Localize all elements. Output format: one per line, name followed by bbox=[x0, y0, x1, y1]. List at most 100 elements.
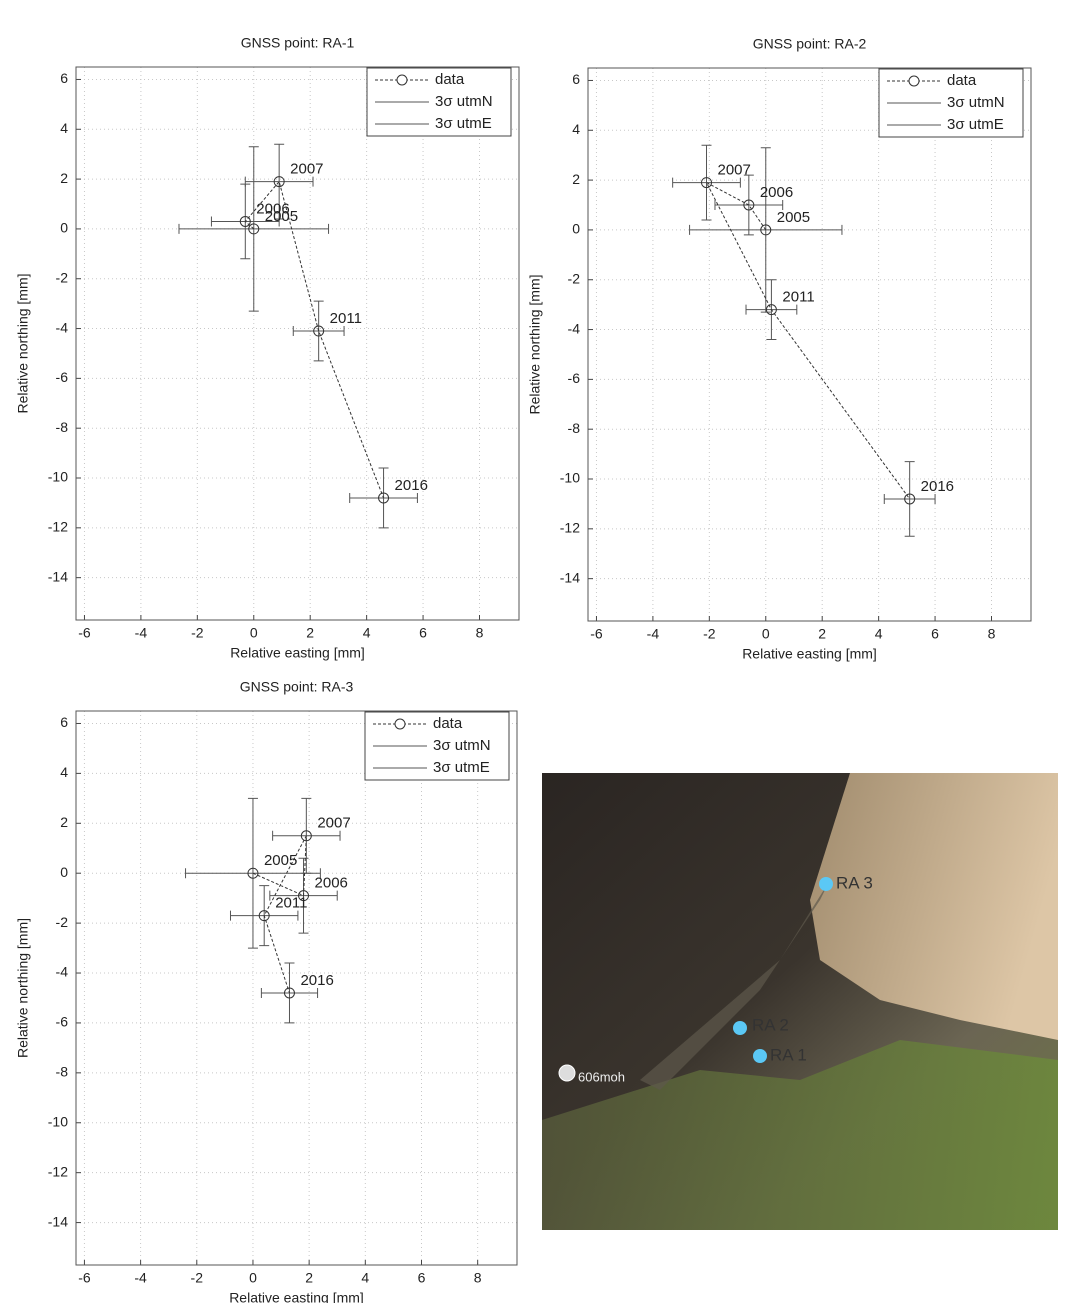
data-point bbox=[283, 987, 295, 999]
y-tick-label: -10 bbox=[48, 1113, 68, 1129]
x-tick-label: 6 bbox=[419, 625, 427, 641]
data-point bbox=[258, 910, 270, 922]
y-tick-label: -14 bbox=[48, 1213, 68, 1229]
y-tick-label: 2 bbox=[572, 171, 580, 187]
data-line bbox=[244, 180, 385, 499]
map-label: RA 1 bbox=[770, 1045, 807, 1064]
ridge bbox=[640, 840, 850, 1090]
data-point bbox=[378, 492, 390, 504]
point-label: 2007 bbox=[290, 161, 323, 178]
x-tick-label: -2 bbox=[703, 626, 716, 642]
plot-frame bbox=[587, 67, 1032, 622]
point-label: 2005 bbox=[265, 208, 298, 225]
point-label: 2005 bbox=[264, 852, 297, 869]
y-tick-label: 2 bbox=[60, 814, 68, 830]
x-tick-label: 4 bbox=[361, 1270, 369, 1286]
chart: -6 -4 -2 0 2 4 6 8 -14 -12 -10 -8 -6 -4 -2 0 2 4 6 GNSS poi… bbox=[15, 679, 518, 1303]
grass-area bbox=[542, 1040, 1058, 1230]
point-label: 2016 bbox=[300, 972, 333, 989]
y-tick-label: -2 bbox=[56, 914, 69, 930]
x-tick-label: 2 bbox=[818, 626, 826, 642]
point-label: 2007 bbox=[317, 815, 350, 832]
x-tick-label: 6 bbox=[931, 626, 939, 642]
plot-area bbox=[76, 711, 517, 1265]
y-tick-label: -8 bbox=[56, 419, 69, 435]
y-tick-label: -4 bbox=[56, 964, 69, 980]
data-point bbox=[239, 215, 251, 227]
y-tick-label: 4 bbox=[60, 764, 68, 780]
data-point bbox=[300, 830, 312, 842]
point-label: 2011 bbox=[275, 895, 307, 912]
legend-label: data bbox=[435, 71, 465, 88]
x-tick-label: 0 bbox=[250, 625, 258, 641]
aerial-map: RA 3 RA 2 RA 1 606moh bbox=[542, 773, 1058, 1230]
point-label: 2006 bbox=[315, 875, 348, 892]
x-tick-label: -6 bbox=[78, 1270, 91, 1286]
summit-marker bbox=[558, 1064, 576, 1082]
point-marker bbox=[733, 1021, 747, 1035]
plot-frame bbox=[75, 710, 518, 1266]
point-label: 2011 bbox=[782, 289, 814, 306]
x-tick-label: -6 bbox=[78, 625, 91, 641]
y-tick-label: 0 bbox=[60, 220, 68, 236]
chart-title: GNSS point: RA-1 bbox=[241, 35, 355, 51]
error-bar-x bbox=[672, 177, 741, 188]
data-point bbox=[904, 493, 916, 505]
point-marker bbox=[753, 1049, 767, 1063]
x-tick-label: 2 bbox=[305, 1270, 313, 1286]
data-point bbox=[273, 176, 285, 188]
x-tick-label: 8 bbox=[476, 625, 484, 641]
x-axis-label: Relative easting [mm] bbox=[230, 645, 365, 661]
plot-frame bbox=[75, 66, 520, 621]
y-tick-label: -2 bbox=[568, 270, 581, 286]
data-point bbox=[298, 890, 310, 902]
x-tick-label: 8 bbox=[474, 1270, 482, 1286]
data-point bbox=[701, 177, 713, 189]
point-label: 2006 bbox=[760, 184, 793, 201]
x-tick-label: 4 bbox=[363, 625, 371, 641]
x-tick-label: -2 bbox=[191, 625, 204, 641]
y-tick-label: -10 bbox=[560, 470, 580, 486]
error-bar-x bbox=[244, 176, 314, 187]
data-line bbox=[705, 181, 911, 500]
legend-label: data bbox=[433, 715, 463, 732]
x-tick-label: -4 bbox=[134, 1270, 147, 1286]
x-tick-label: -4 bbox=[135, 625, 148, 641]
y-axis-label: Relative northing [mm] bbox=[527, 274, 543, 414]
data-line bbox=[252, 835, 307, 994]
chart-title: GNSS point: RA-2 bbox=[753, 36, 867, 52]
legend-label: 3σ utmE bbox=[947, 116, 1004, 133]
point-label: 2011 bbox=[330, 310, 362, 327]
map-label: 606moh bbox=[578, 1069, 625, 1084]
data-point bbox=[247, 867, 259, 879]
legend-label: 3σ utmN bbox=[433, 737, 491, 754]
legend-marker bbox=[908, 75, 920, 87]
y-tick-label: -12 bbox=[48, 1163, 68, 1179]
y-tick-label: 0 bbox=[572, 221, 580, 237]
point-marker bbox=[819, 877, 833, 891]
chart: -6 -4 -2 0 2 4 6 8 -14 -12 -10 -8 -6 -4 -2 0 2 4 6 GNSS poi… bbox=[15, 35, 520, 661]
y-tick-label: -14 bbox=[560, 569, 580, 585]
data-point bbox=[313, 325, 325, 337]
chart-title: GNSS point: RA-3 bbox=[240, 679, 354, 695]
data-point bbox=[765, 304, 777, 316]
y-tick-label: -4 bbox=[56, 319, 69, 335]
x-tick-label: 4 bbox=[875, 626, 883, 642]
y-tick-label: 6 bbox=[572, 71, 580, 87]
x-tick-label: -2 bbox=[191, 1270, 204, 1286]
point-label: 2016 bbox=[395, 477, 428, 494]
y-tick-label: 2 bbox=[60, 170, 68, 186]
map-label: RA 3 bbox=[836, 873, 873, 892]
point-label: 2006 bbox=[256, 200, 289, 217]
x-tick-label: 6 bbox=[418, 1270, 426, 1286]
x-tick-label: 2 bbox=[306, 625, 314, 641]
data-point bbox=[760, 224, 772, 236]
legend-marker bbox=[394, 718, 406, 730]
x-tick-label: -4 bbox=[647, 626, 660, 642]
y-tick-label: 6 bbox=[60, 714, 68, 730]
x-axis-label: Relative easting [mm] bbox=[742, 646, 877, 662]
y-tick-label: 4 bbox=[572, 121, 580, 137]
plot-area bbox=[76, 67, 519, 620]
legend-label: data bbox=[947, 72, 977, 89]
